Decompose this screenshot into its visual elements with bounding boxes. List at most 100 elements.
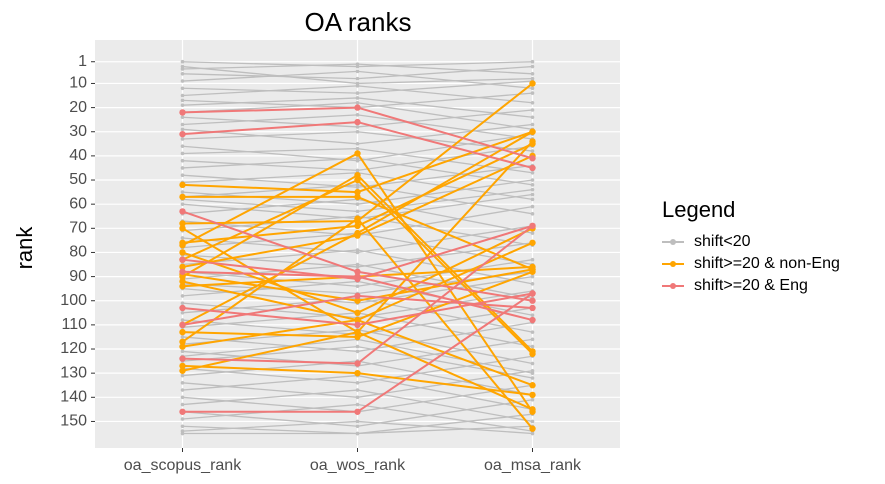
series-point	[529, 128, 536, 135]
x-tick-label: oa_wos_rank	[310, 457, 406, 474]
series-point	[180, 98, 185, 103]
legend-label: shift>=20 & non-Eng	[694, 255, 840, 272]
series-point	[179, 256, 186, 263]
series-point	[180, 137, 185, 141]
series-point	[179, 181, 186, 189]
series-point	[529, 382, 536, 389]
series-point	[180, 151, 185, 156]
series-point	[355, 419, 360, 424]
y-tick-label: 100	[60, 292, 87, 309]
series-point	[180, 417, 185, 421]
series-point	[529, 304, 536, 312]
series-point	[530, 344, 535, 349]
y-tick-label: 130	[60, 364, 87, 381]
series-point	[180, 86, 185, 91]
series-point	[530, 274, 535, 279]
series-point	[180, 115, 185, 120]
series-point	[354, 104, 361, 111]
series-point	[530, 108, 535, 112]
series-point	[355, 284, 360, 289]
series-point	[180, 431, 185, 436]
y-tick-label: 30	[69, 123, 87, 140]
series-point	[529, 290, 536, 297]
series-point	[179, 338, 186, 345]
series-point	[355, 91, 360, 95]
series-point	[529, 239, 536, 246]
series-point	[179, 263, 186, 271]
x-tick-label: oa_msa_rank	[484, 457, 582, 474]
series-point	[354, 171, 361, 179]
series-point	[354, 369, 361, 377]
series-point	[355, 125, 360, 129]
series-point	[530, 178, 535, 182]
series-point	[354, 321, 361, 329]
series-point	[355, 96, 360, 100]
series-point	[179, 367, 186, 374]
series-point	[179, 220, 186, 227]
series-point	[354, 193, 361, 201]
series-point	[180, 127, 185, 132]
series-point	[355, 424, 360, 429]
series-point	[180, 335, 185, 339]
series-point	[355, 402, 360, 407]
series-point	[530, 313, 535, 318]
series-point	[529, 164, 536, 172]
legend-label: shift<20	[694, 233, 751, 250]
series-point	[530, 170, 535, 175]
y-tick-label: 10	[69, 75, 87, 92]
series-point	[529, 348, 536, 355]
series-point	[530, 397, 535, 402]
series-point	[180, 103, 185, 107]
series-point	[180, 64, 185, 69]
series-point	[354, 297, 361, 304]
series-point	[529, 80, 536, 87]
series-point	[355, 349, 360, 354]
series-point	[530, 431, 535, 436]
series-point	[180, 424, 185, 429]
series-point	[180, 202, 185, 206]
y-tick-label: 90	[69, 268, 87, 285]
y-tick-label: 40	[69, 147, 87, 164]
series-point	[180, 402, 185, 407]
series-point	[529, 425, 536, 432]
y-tick-label: 120	[60, 340, 87, 357]
series-point	[180, 236, 185, 240]
chart-title: OA ranks	[305, 7, 412, 37]
series-point	[180, 71, 185, 76]
series-point	[530, 371, 535, 375]
series-point	[355, 344, 360, 349]
series-point	[355, 146, 360, 151]
series-point	[179, 321, 186, 329]
series-point	[180, 373, 185, 378]
series-point	[355, 262, 360, 267]
series-point	[355, 76, 360, 81]
series-point	[179, 362, 186, 370]
series-point	[179, 109, 186, 116]
series-point	[529, 316, 536, 324]
series-point	[530, 149, 535, 153]
y-axis-label: rank	[12, 226, 37, 270]
series-point	[530, 64, 535, 69]
series-point	[179, 283, 186, 290]
series-point	[530, 59, 535, 64]
series-point	[530, 257, 535, 262]
series-point	[354, 408, 361, 415]
series-point	[180, 173, 185, 177]
series-point	[355, 156, 360, 161]
y-tick-label: 140	[60, 389, 87, 406]
series-point	[529, 391, 536, 399]
series-point	[354, 309, 361, 317]
series-point	[355, 183, 360, 187]
series-point	[354, 229, 361, 237]
series-point	[179, 130, 186, 138]
series-point	[180, 93, 185, 98]
series-point	[354, 316, 361, 324]
y-tick-label: 80	[69, 244, 87, 261]
series-point	[529, 266, 536, 273]
y-tick-label: 70	[69, 220, 87, 237]
series-point	[354, 222, 361, 230]
legend-key-point	[670, 261, 676, 267]
series-point	[355, 202, 360, 206]
series-point	[179, 355, 186, 362]
